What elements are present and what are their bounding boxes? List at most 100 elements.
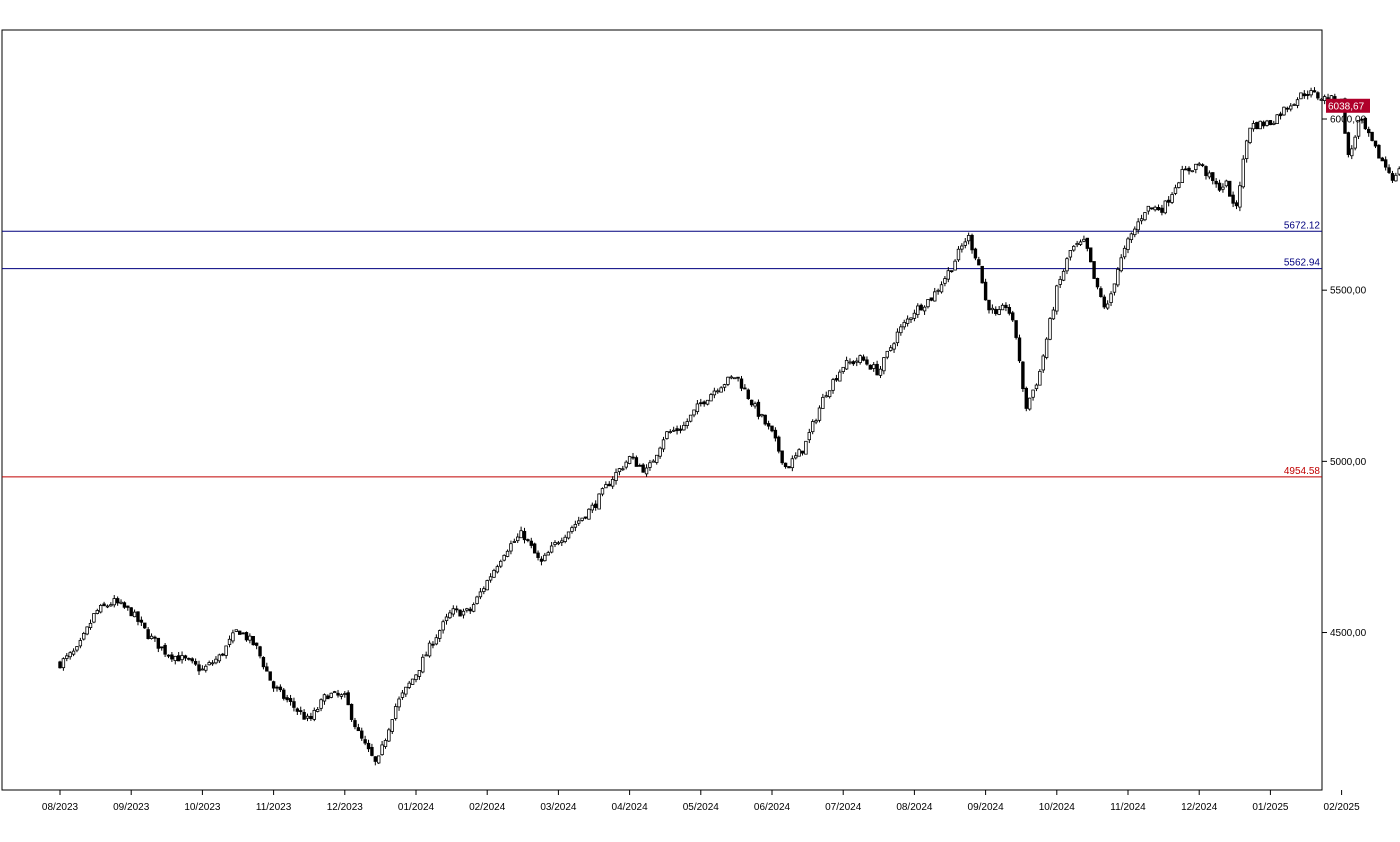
candle-body — [509, 543, 513, 552]
candle — [1011, 310, 1015, 323]
candle-body — [122, 602, 127, 608]
candle-body — [326, 695, 330, 700]
candle-body — [526, 539, 530, 541]
candle — [661, 436, 666, 453]
candle — [790, 455, 795, 472]
candle — [1102, 294, 1106, 310]
candle-body — [790, 458, 795, 469]
candle — [136, 611, 140, 626]
candle — [251, 635, 255, 646]
candle — [624, 460, 628, 470]
candle — [1156, 204, 1161, 211]
candle-body — [1095, 277, 1100, 288]
candle-body — [916, 305, 920, 316]
candle — [173, 655, 177, 665]
candle — [1373, 140, 1378, 149]
candle — [926, 299, 930, 309]
candle-body — [1370, 131, 1374, 141]
candle-body — [1166, 199, 1171, 203]
candle-body — [61, 658, 66, 669]
candle-body — [553, 542, 557, 545]
candle — [872, 362, 876, 372]
candle — [946, 267, 951, 283]
candle-body — [251, 635, 255, 646]
candle-body — [763, 414, 767, 425]
candle — [214, 656, 218, 665]
candle — [841, 366, 845, 374]
candle — [1319, 98, 1323, 101]
candle-body — [404, 686, 408, 695]
candle-body — [1207, 172, 1212, 178]
candle — [1095, 277, 1100, 290]
candle — [400, 690, 405, 700]
candle-body — [756, 401, 761, 417]
candle-body — [214, 658, 218, 664]
candle — [234, 629, 239, 633]
candle — [1255, 121, 1259, 130]
candle-body — [265, 666, 269, 672]
candle — [1133, 226, 1137, 238]
candle-body — [895, 331, 900, 344]
candle-body — [441, 621, 445, 631]
candle — [665, 430, 669, 440]
candle-body — [1299, 92, 1303, 100]
candle — [1289, 103, 1293, 112]
candle-body — [1187, 167, 1191, 172]
candle-body — [349, 703, 354, 720]
candle — [499, 559, 503, 569]
candle — [377, 755, 381, 765]
candle-body — [163, 644, 167, 655]
candle — [831, 377, 835, 394]
candle-body — [309, 715, 313, 720]
candle — [451, 605, 455, 617]
candle-body — [899, 326, 903, 334]
candle-body — [1007, 306, 1012, 314]
candle-body — [716, 390, 720, 393]
candle — [922, 305, 927, 315]
candle-body — [888, 347, 893, 351]
candle — [892, 342, 896, 353]
candle-body — [488, 576, 493, 581]
candle-body — [1163, 200, 1167, 214]
candle — [485, 579, 489, 591]
candle-body — [516, 536, 520, 542]
candle — [736, 376, 740, 382]
candle — [1146, 205, 1151, 215]
candle-body — [719, 387, 723, 393]
candle-body — [112, 598, 116, 606]
candle-body — [787, 466, 791, 469]
candle-body — [841, 366, 845, 372]
candle — [336, 689, 340, 698]
candle-body — [1353, 136, 1357, 149]
candle-body — [997, 309, 1001, 315]
candle-body — [692, 409, 696, 416]
candle-body — [343, 693, 347, 695]
candle-body — [438, 630, 442, 639]
candle — [471, 602, 476, 613]
candle — [98, 603, 103, 614]
candle — [1248, 127, 1252, 145]
candle — [505, 549, 510, 558]
candle-body — [1089, 247, 1093, 263]
candle-body — [810, 421, 815, 433]
candle-body — [410, 678, 415, 685]
candle — [577, 516, 581, 526]
candle-body — [495, 566, 500, 573]
candle — [671, 426, 676, 432]
candle — [326, 694, 330, 700]
candle — [1034, 383, 1039, 392]
candle-body — [353, 720, 357, 728]
candle-body — [482, 588, 486, 592]
candle — [526, 538, 530, 543]
candle-body — [583, 516, 588, 519]
candle — [953, 259, 957, 271]
candle — [176, 652, 181, 662]
candle-body — [1055, 285, 1059, 312]
candle — [132, 609, 137, 618]
candle-body — [360, 730, 364, 739]
candle — [1211, 172, 1215, 185]
candle — [1346, 131, 1351, 158]
candle — [678, 425, 683, 434]
candle-body — [1177, 182, 1181, 188]
candle-body — [722, 384, 727, 388]
